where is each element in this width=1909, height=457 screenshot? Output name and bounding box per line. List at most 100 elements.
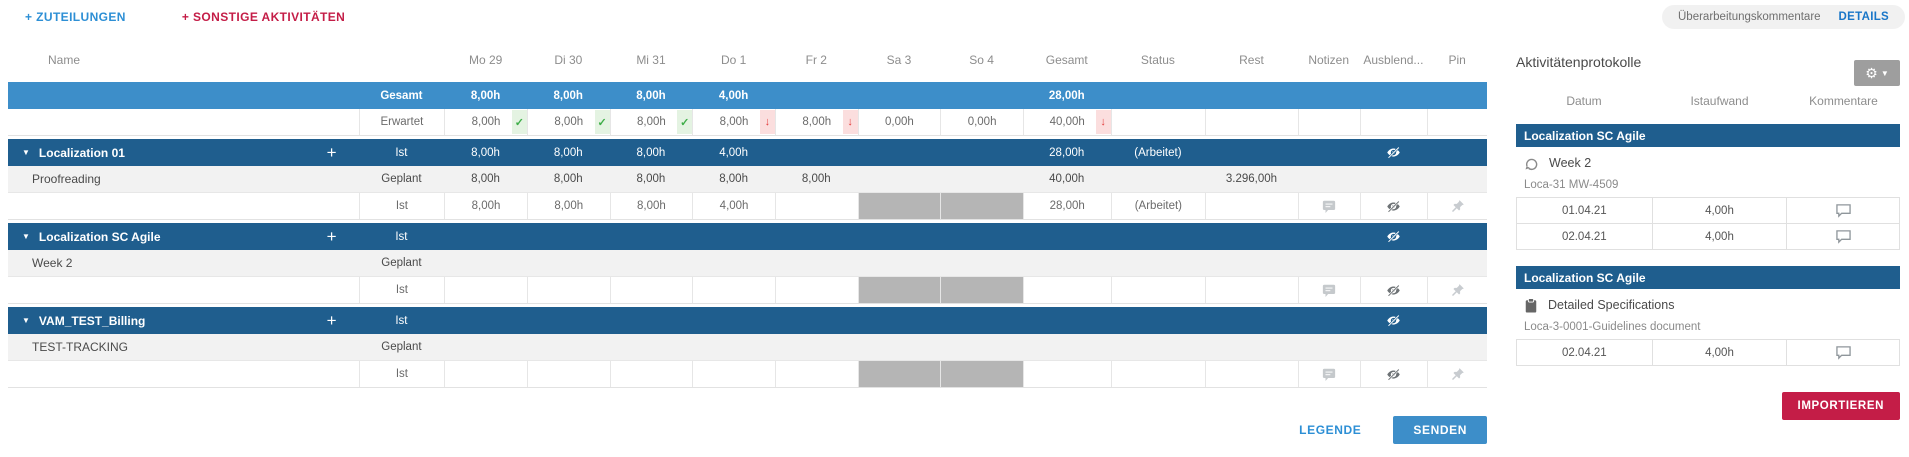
note-icon[interactable] bbox=[1322, 367, 1336, 381]
project-group-header[interactable]: Localization SC Agile bbox=[1516, 124, 1900, 147]
group-row[interactable]: ▼ VAM_TEST_Billing + Ist bbox=[8, 307, 1487, 334]
day-value-cell: 8,00h ↓ bbox=[692, 109, 775, 135]
log-comment-cell bbox=[1787, 224, 1900, 249]
comment-icon[interactable] bbox=[1835, 203, 1852, 218]
eye-slash-icon[interactable] bbox=[1386, 199, 1401, 214]
gesamt-cell: 40,00h bbox=[1023, 166, 1111, 192]
day-value-cell[interactable] bbox=[774, 193, 858, 219]
row-type-label: Geplant bbox=[381, 257, 422, 269]
weekend-cell bbox=[940, 193, 1023, 219]
day-value-cell[interactable] bbox=[526, 361, 610, 387]
day-value-cell bbox=[610, 223, 693, 250]
summary-row: Gesamt 8,00h 8,00h 8,00h 4,00h 28,00h bbox=[8, 82, 1487, 109]
day-value-cell: 8,00h ✓ bbox=[609, 109, 693, 135]
group-row[interactable]: ▼ Localization 01 + Ist 8,00h 8,00h 8,00h 4,00h… bbox=[8, 139, 1487, 166]
add-other-activities-button[interactable]: + SONSTIGE AKTIVITÄTEN bbox=[181, 10, 346, 24]
column-header-name: Name bbox=[48, 53, 81, 67]
day-value: 8,00h bbox=[471, 200, 501, 212]
collapse-caret-icon[interactable]: ▼ bbox=[22, 232, 30, 241]
gear-icon[interactable]: ⚙ ▼ bbox=[1854, 60, 1900, 86]
hide-cell bbox=[1360, 82, 1428, 109]
comment-icon[interactable] bbox=[1835, 345, 1852, 360]
add-assignments-button[interactable]: + ZUTEILUNGEN bbox=[25, 10, 126, 24]
group-row[interactable]: ▼ Localization SC Agile + Ist bbox=[8, 223, 1487, 250]
log-entry-row: 02.04.21 4,00h bbox=[1516, 340, 1900, 366]
day-value-cell[interactable]: 4,00h bbox=[692, 193, 775, 219]
pin-cell bbox=[1427, 277, 1487, 303]
name-cell: ▼ VAM_TEST_Billing + bbox=[8, 307, 359, 334]
eye-slash-icon[interactable] bbox=[1386, 283, 1401, 298]
day-value-cell[interactable] bbox=[609, 277, 693, 303]
collapse-caret-icon[interactable]: ▼ bbox=[22, 148, 30, 157]
expected-row: Erwartet 8,00h ✓ 8,00h ✓ 8,00h ✓ 8,00h ↓ 8,00h ↓ 0,… bbox=[8, 109, 1487, 136]
day-value-cell bbox=[692, 334, 775, 360]
column-header-day-7: So 4 bbox=[969, 53, 994, 67]
send-button[interactable]: SENDEN bbox=[1393, 416, 1487, 444]
day-value-cell[interactable] bbox=[774, 277, 858, 303]
notes-cell bbox=[1298, 250, 1360, 276]
notes-cell bbox=[1298, 307, 1360, 334]
project-group-header[interactable]: Localization SC Agile bbox=[1516, 266, 1900, 289]
pin-icon[interactable] bbox=[1451, 367, 1465, 381]
eye-slash-icon[interactable] bbox=[1386, 313, 1401, 328]
day-value: 8,00h bbox=[553, 146, 583, 159]
weekend-cell bbox=[857, 193, 941, 219]
day-value-cell[interactable] bbox=[692, 277, 775, 303]
row-type-label: Ist bbox=[358, 193, 445, 219]
column-header-gesamt: Gesamt bbox=[1045, 53, 1088, 67]
activity-item-code: Loca-3-0001-Guidelines document bbox=[1524, 321, 1701, 333]
legend-link[interactable]: LEGENDE bbox=[1299, 423, 1362, 437]
add-time-row-button[interactable]: + bbox=[326, 227, 337, 246]
pin-icon[interactable] bbox=[1451, 199, 1465, 213]
status-cell: (Arbeitet) bbox=[1134, 146, 1182, 159]
day-value-cell bbox=[940, 223, 1023, 250]
day-value-cell bbox=[775, 307, 858, 334]
eye-slash-icon[interactable] bbox=[1386, 367, 1401, 382]
gesamt-value: 40,00h bbox=[1049, 173, 1085, 185]
day-value-cell[interactable] bbox=[444, 277, 527, 303]
note-icon[interactable] bbox=[1322, 283, 1336, 297]
day-value-cell[interactable]: 8,00h bbox=[444, 193, 527, 219]
eye-slash-icon[interactable] bbox=[1386, 229, 1401, 244]
hide-cell bbox=[1359, 277, 1428, 303]
day-value: 8,00h bbox=[554, 116, 584, 128]
day-value-cell[interactable]: 8,00h bbox=[609, 193, 693, 219]
row-type-label: Erwartet bbox=[358, 109, 445, 135]
row-type-label: Geplant bbox=[381, 341, 422, 353]
day-value: 4,00h bbox=[718, 89, 749, 102]
day-value-cell: 8,00h bbox=[527, 139, 610, 166]
day-value-cell[interactable] bbox=[609, 361, 693, 387]
day-value: 8,00h bbox=[553, 173, 583, 185]
day-value-cell[interactable] bbox=[774, 361, 858, 387]
log-col-istaufwand: Istaufwand bbox=[1690, 94, 1749, 108]
rest-cell bbox=[1205, 223, 1298, 250]
add-time-row-button[interactable]: + bbox=[326, 311, 337, 330]
note-icon[interactable] bbox=[1322, 199, 1336, 213]
day-value-cell[interactable] bbox=[526, 277, 610, 303]
name-cell bbox=[8, 277, 359, 303]
rest-cell bbox=[1205, 334, 1298, 360]
day-value: 0,00h bbox=[885, 116, 914, 128]
collapse-caret-icon[interactable]: ▼ bbox=[22, 316, 30, 325]
day-value-cell[interactable] bbox=[444, 361, 527, 387]
import-button[interactable]: IMPORTIEREN bbox=[1781, 392, 1900, 420]
gesamt-value: 28,00h bbox=[1049, 200, 1085, 212]
day-value-cell[interactable]: 8,00h bbox=[526, 193, 610, 219]
hide-cell bbox=[1360, 250, 1428, 276]
details-link[interactable]: DETAILS bbox=[1838, 11, 1889, 23]
day-value-cell bbox=[610, 307, 693, 334]
day-value-cell: 8,00h bbox=[610, 139, 693, 166]
log-date-cell: 02.04.21 bbox=[1517, 340, 1653, 365]
day-value: 8,00h bbox=[636, 146, 666, 159]
gesamt-cell: 40,00h ↓ bbox=[1022, 109, 1111, 135]
day-value-cell[interactable] bbox=[692, 361, 775, 387]
pin-icon[interactable] bbox=[1451, 283, 1465, 297]
gesamt-cell bbox=[1022, 277, 1111, 303]
day-value: 8,00h bbox=[636, 89, 666, 102]
eye-slash-icon[interactable] bbox=[1386, 145, 1401, 160]
pin-cell bbox=[1427, 307, 1487, 334]
add-time-row-button[interactable]: + bbox=[326, 143, 337, 162]
revision-comments-tab[interactable]: Überarbeitungskommentare bbox=[1678, 11, 1821, 23]
gesamt-cell: 28,00h bbox=[1023, 82, 1111, 109]
comment-icon[interactable] bbox=[1835, 229, 1852, 244]
